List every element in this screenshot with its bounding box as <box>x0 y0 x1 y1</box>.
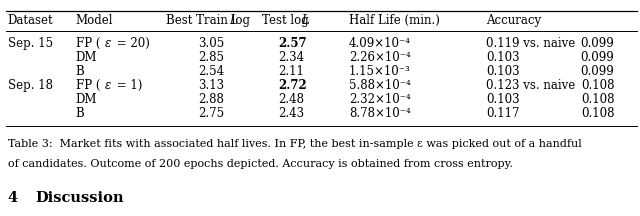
Text: 0.103: 0.103 <box>486 51 520 64</box>
Text: 2.48: 2.48 <box>278 93 305 106</box>
Text: Test log: Test log <box>262 14 313 27</box>
Text: 0.108: 0.108 <box>581 93 614 106</box>
Text: Model: Model <box>76 14 113 27</box>
Text: 0.099: 0.099 <box>580 37 614 50</box>
Text: ε: ε <box>105 79 111 92</box>
Text: 0.117: 0.117 <box>486 107 520 120</box>
Text: 2.26×10⁻⁴: 2.26×10⁻⁴ <box>349 51 410 64</box>
Text: 3.05: 3.05 <box>198 37 225 50</box>
Text: Table 3:  Market fits with associated half lives. In FP, the best in-sample ε wa: Table 3: Market fits with associated hal… <box>8 139 581 149</box>
Text: 3.13: 3.13 <box>198 79 225 92</box>
Text: = 20): = 20) <box>113 37 150 50</box>
Text: 0.099: 0.099 <box>580 51 614 64</box>
Text: 2.88: 2.88 <box>198 93 224 106</box>
Text: 0.119 vs. naive: 0.119 vs. naive <box>486 37 575 50</box>
Text: B: B <box>76 65 84 78</box>
Text: 0.108: 0.108 <box>581 107 614 120</box>
Text: 0.108: 0.108 <box>581 79 614 92</box>
Text: Discussion: Discussion <box>35 191 124 205</box>
Text: 2.72: 2.72 <box>278 79 307 92</box>
Text: 2.34: 2.34 <box>278 51 305 64</box>
Text: 0.103: 0.103 <box>486 93 520 106</box>
Text: ε: ε <box>105 37 111 50</box>
Text: Best Train log: Best Train log <box>166 14 254 27</box>
Text: FP (: FP ( <box>76 79 100 92</box>
Text: B: B <box>76 107 84 120</box>
Text: 2.54: 2.54 <box>198 65 225 78</box>
Text: of candidates. Outcome of 200 epochs depicted. Accuracy is obtained from cross e: of candidates. Outcome of 200 epochs dep… <box>8 159 513 169</box>
Text: DM: DM <box>76 51 97 64</box>
Text: Sep. 15: Sep. 15 <box>8 37 53 50</box>
Text: 8.78×10⁻⁴: 8.78×10⁻⁴ <box>349 107 410 120</box>
Text: Accuracy: Accuracy <box>486 14 541 27</box>
Text: 4.09×10⁻⁴: 4.09×10⁻⁴ <box>349 37 411 50</box>
Text: 2.32×10⁻⁴: 2.32×10⁻⁴ <box>349 93 410 106</box>
Text: FP (: FP ( <box>76 37 100 50</box>
Text: 2.85: 2.85 <box>198 51 225 64</box>
Text: 2.75: 2.75 <box>198 107 225 120</box>
Text: 4: 4 <box>8 191 18 205</box>
Text: = 1): = 1) <box>113 79 142 92</box>
Text: 0.099: 0.099 <box>580 65 614 78</box>
Text: 0.123 vs. naive: 0.123 vs. naive <box>486 79 575 92</box>
Text: 0.103: 0.103 <box>486 65 520 78</box>
Text: 1.15×10⁻³: 1.15×10⁻³ <box>349 65 410 78</box>
Text: L: L <box>229 14 237 27</box>
Text: Dataset: Dataset <box>8 14 53 27</box>
Text: 2.43: 2.43 <box>278 107 305 120</box>
Text: 5.88×10⁻⁴: 5.88×10⁻⁴ <box>349 79 410 92</box>
Text: 2.57: 2.57 <box>278 37 307 50</box>
Text: DM: DM <box>76 93 97 106</box>
Text: L: L <box>301 14 308 27</box>
Text: Sep. 18: Sep. 18 <box>8 79 52 92</box>
Text: Half Life (min.): Half Life (min.) <box>349 14 440 27</box>
Text: 2.11: 2.11 <box>278 65 304 78</box>
